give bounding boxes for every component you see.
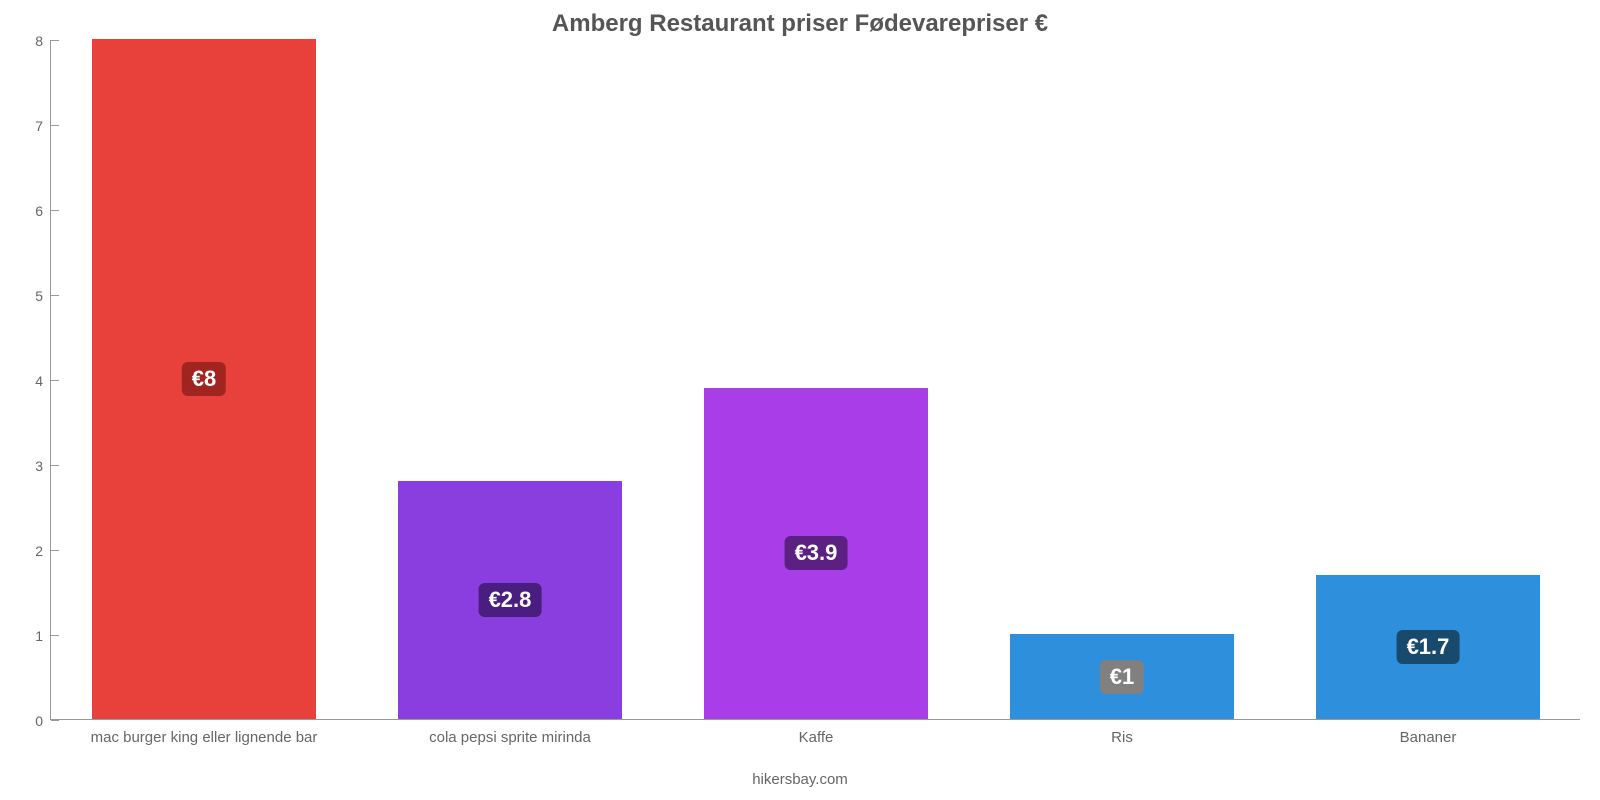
bar: €2.8 [398,481,621,719]
y-tick-label: 0 [35,713,51,729]
y-tick-label: 3 [35,458,51,474]
y-tick: 1 [51,635,59,636]
value-badge: €1.7 [1397,630,1460,664]
bar: €1.7 [1316,575,1539,720]
x-axis-label: cola pepsi sprite mirinda [429,719,591,746]
bar: €8 [92,39,315,719]
y-tick-label: 6 [35,203,51,219]
value-badge: €3.9 [785,536,848,570]
y-tick: 2 [51,550,59,551]
y-tick: 7 [51,125,59,126]
bar: €3.9 [704,388,927,720]
y-tick-label: 1 [35,628,51,644]
y-tick-label: 2 [35,543,51,559]
y-tick-label: 5 [35,288,51,304]
x-axis-label: Bananer [1400,719,1457,746]
value-badge: €8 [182,362,226,396]
y-tick: 4 [51,380,59,381]
value-badge: €1 [1100,660,1144,694]
y-tick-label: 8 [35,33,51,49]
y-tick: 6 [51,210,59,211]
chart-title: Amberg Restaurant priser Fødevarepriser … [0,10,1600,38]
bar: €1 [1010,634,1233,719]
y-tick: 8 [51,40,59,41]
chart-footer: hikersbay.com [0,771,1600,788]
y-tick: 5 [51,295,59,296]
y-tick: 0 [51,720,59,721]
plot-area: 012345678€8mac burger king eller lignend… [50,40,1580,720]
x-axis-label: mac burger king eller lignende bar [91,719,318,746]
y-tick-label: 7 [35,118,51,134]
value-badge: €2.8 [479,583,542,617]
y-tick: 3 [51,465,59,466]
x-axis-label: Ris [1111,719,1133,746]
x-axis-label: Kaffe [799,719,834,746]
y-tick-label: 4 [35,373,51,389]
